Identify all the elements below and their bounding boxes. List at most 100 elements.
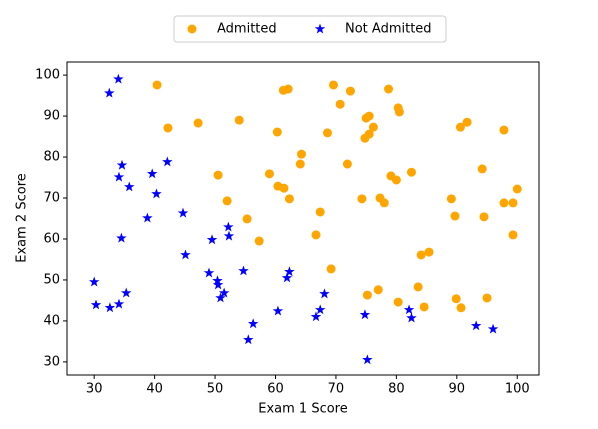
point [223,221,234,232]
point [113,73,124,84]
point [482,293,492,303]
point [180,249,191,260]
point [272,127,282,137]
y-tick-label: 40 [43,313,60,328]
legend-marker [314,23,326,34]
point [295,159,305,169]
point [193,118,203,128]
legend-box [173,15,447,43]
x-axis-label: Exam 1 Score [258,402,347,417]
point [342,159,352,169]
point [121,287,132,298]
point [315,207,325,217]
point [477,164,487,174]
y-tick-label: 50 [43,272,60,287]
point [296,149,306,159]
point [310,311,322,322]
point [142,212,153,223]
point [419,302,429,312]
point [362,354,373,365]
point [243,334,254,345]
point [359,309,371,320]
point [403,304,415,315]
point [446,194,456,204]
y-tick-label: 80 [43,150,60,165]
point [368,122,378,132]
point [393,297,403,307]
point [238,265,249,276]
point [90,299,102,310]
point [364,111,374,121]
point [264,169,274,179]
point [406,167,416,177]
point [326,264,336,274]
x-tick-label: 90 [449,382,466,397]
point [406,312,417,323]
point [450,211,460,221]
point [247,318,259,329]
y-tick-label: 60 [43,231,60,246]
point [218,287,230,298]
point [215,292,226,303]
point [362,290,372,300]
point [499,125,509,135]
point [319,288,330,299]
point [146,168,158,179]
point [113,298,125,309]
legend-marker [187,24,197,34]
point [116,159,128,170]
plot-frame [66,61,540,376]
point [151,188,162,199]
x-tick-label: 100 [505,382,530,397]
point [162,156,173,167]
point [242,214,252,224]
point [213,170,223,180]
point [311,230,321,240]
point [283,84,293,94]
point [279,183,289,193]
point [254,236,264,246]
y-tick-label: 90 [43,109,60,124]
point [104,87,115,98]
point [384,84,394,94]
point [113,171,125,182]
point [88,276,100,287]
point [364,129,374,139]
point [508,230,518,240]
point [272,305,284,316]
point [345,86,355,96]
point [177,207,189,218]
point [379,198,389,208]
point [314,304,326,315]
point [234,115,244,125]
point [416,250,426,260]
point [451,294,461,304]
point [424,247,434,257]
point [391,175,401,185]
point [512,184,522,194]
x-tick-label: 80 [388,382,405,397]
point [152,80,162,90]
point [281,272,293,283]
y-tick-label: 30 [43,354,60,369]
point [455,122,465,132]
point [357,194,367,204]
point [394,107,404,117]
x-tick-label: 70 [328,382,345,397]
point [487,323,499,334]
y-tick-label: 100 [35,68,60,83]
point [206,234,218,245]
x-tick-label: 40 [146,382,163,397]
y-axis-label: Exam 2 Score [15,173,30,262]
point [456,303,466,313]
point [284,194,294,204]
point [212,275,223,286]
x-tick-label: 30 [86,382,103,397]
point [508,198,518,208]
point [212,279,224,290]
legend-label: Not Admitted [345,22,432,37]
point [223,230,235,241]
point [104,302,116,313]
point [462,117,472,127]
